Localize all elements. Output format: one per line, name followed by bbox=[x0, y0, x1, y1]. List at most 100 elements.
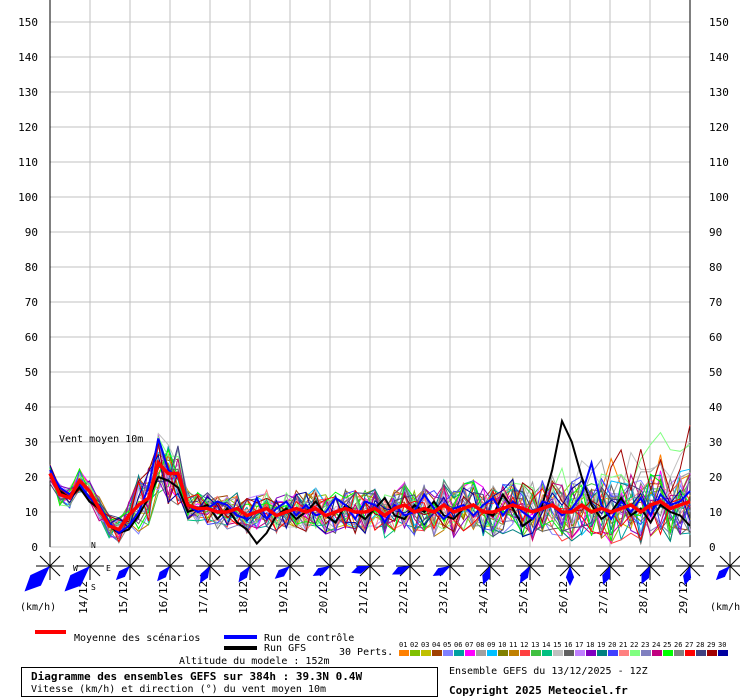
pert-number: 21 bbox=[619, 641, 627, 649]
wind-rose-petal bbox=[520, 566, 530, 584]
x-tick-label: 26/12 bbox=[557, 581, 570, 614]
diagram-subtitle: Vitesse (km/h) et direction (°) du vent … bbox=[31, 684, 327, 695]
pert-swatch bbox=[597, 650, 607, 656]
run-info: Ensemble GEFS du 13/12/2025 - 12Z bbox=[449, 666, 648, 677]
pert-number: 04 bbox=[432, 641, 440, 649]
wind-rose-petal bbox=[64, 566, 90, 592]
pert-number: 06 bbox=[454, 641, 462, 649]
pert-number: 14 bbox=[542, 641, 550, 649]
y-tick-left: 20 bbox=[25, 471, 38, 484]
pert-number: 23 bbox=[641, 641, 649, 649]
x-tick-label: 29/12 bbox=[677, 581, 690, 614]
y-tick-right: 60 bbox=[709, 331, 722, 344]
pert-swatch bbox=[663, 650, 673, 656]
wind-rose-petal bbox=[391, 566, 410, 575]
pert-swatch bbox=[652, 650, 662, 656]
pert-swatch bbox=[674, 650, 684, 656]
x-tick-label: 18/12 bbox=[237, 581, 250, 614]
y-tick-left: 30 bbox=[25, 436, 38, 449]
wind-rose bbox=[596, 552, 624, 585]
y-tick-right: 150 bbox=[709, 16, 729, 29]
pert-swatch bbox=[520, 650, 530, 656]
pert-number: 25 bbox=[663, 641, 671, 649]
pert-number: 02 bbox=[410, 641, 418, 649]
y-tick-right: 0 bbox=[709, 541, 716, 554]
x-tick-label: 27/12 bbox=[597, 581, 610, 614]
pert-swatch bbox=[707, 650, 717, 656]
x-tick-label: 15/12 bbox=[117, 581, 130, 614]
compass-letter: N bbox=[91, 541, 96, 550]
pert-number: 22 bbox=[630, 641, 638, 649]
x-tick-label: 16/12 bbox=[157, 581, 170, 614]
y-tick-left: 70 bbox=[25, 296, 38, 309]
y-tick-right: 70 bbox=[709, 296, 722, 309]
control-line bbox=[49, 438, 691, 535]
wind-rose bbox=[432, 552, 464, 580]
y-axis-left: 0 10 20 30 40 50 60 70 80 90 100 110 120 130 140 150 bbox=[18, 16, 38, 554]
copyright: Copyright 2025 Meteociel.fr bbox=[449, 684, 628, 697]
pert-swatch bbox=[487, 650, 497, 656]
perturbations-label: 30 Perts. bbox=[339, 647, 393, 658]
pert-swatch bbox=[410, 650, 420, 656]
legend-control-label: Run de contrôle bbox=[264, 632, 354, 644]
pert-number: 13 bbox=[531, 641, 539, 649]
y-tick-left: 0 bbox=[31, 541, 38, 554]
pert-number: 01 bbox=[399, 641, 407, 649]
y-tick-right: 50 bbox=[709, 366, 722, 379]
y-tick-right: 10 bbox=[709, 506, 722, 519]
legend-gfs-label: Run GFS bbox=[264, 643, 306, 654]
pert-number: 03 bbox=[421, 641, 429, 649]
y-tick-left: 40 bbox=[25, 401, 38, 414]
ylabel-left: (km/h) bbox=[20, 602, 56, 613]
y-tick-right: 40 bbox=[709, 401, 722, 414]
pert-number: 05 bbox=[443, 641, 451, 649]
diagram-title: Diagramme des ensembles GEFS sur 384h : … bbox=[31, 670, 363, 683]
pert-swatch bbox=[575, 650, 585, 656]
main-series bbox=[48, 417, 691, 546]
pert-number: 18 bbox=[586, 641, 594, 649]
y-tick-left: 10 bbox=[25, 506, 38, 519]
pert-number: 24 bbox=[652, 641, 660, 649]
pert-swatch bbox=[509, 650, 519, 656]
y-tick-left: 120 bbox=[18, 121, 38, 134]
info-box: Diagramme des ensembles GEFS sur 384h : … bbox=[21, 667, 438, 697]
y-tick-right: 90 bbox=[709, 226, 722, 239]
x-tick-label: 21/12 bbox=[357, 581, 370, 614]
wind-rose bbox=[391, 552, 424, 580]
y-axis-right: 0 10 20 30 40 50 60 70 80 90 100 110 120 130 140 150 bbox=[709, 16, 729, 554]
x-tick-label: 14/12 bbox=[77, 581, 90, 614]
wind-rose-petal bbox=[715, 566, 730, 581]
x-tick-label: 25/12 bbox=[517, 581, 530, 614]
x-tick-label: 19/12 bbox=[277, 581, 290, 614]
gfs-line bbox=[49, 417, 691, 546]
annotation-vent-moyen: Vent moyen 10m bbox=[59, 434, 143, 445]
pert-swatch bbox=[542, 650, 552, 656]
compass-letter: S bbox=[91, 583, 96, 592]
pert-number: 12 bbox=[520, 641, 528, 649]
y-tick-left: 140 bbox=[18, 51, 38, 64]
pert-swatch bbox=[399, 650, 409, 656]
mean-line bbox=[48, 459, 691, 532]
wind-rose-petal bbox=[482, 566, 490, 585]
wind-rose bbox=[156, 552, 184, 582]
y-tick-left: 130 bbox=[18, 86, 38, 99]
wind-rose-petal bbox=[115, 566, 130, 581]
pert-swatch bbox=[432, 650, 442, 656]
wind-rose-petal bbox=[238, 566, 250, 583]
altitude-label: Altitude du modele : 152m bbox=[179, 656, 330, 665]
wind-rose bbox=[715, 552, 740, 581]
wind-rose bbox=[556, 552, 584, 586]
wind-rose bbox=[274, 552, 304, 580]
pert-number: 20 bbox=[608, 641, 616, 649]
y-tick-left: 90 bbox=[25, 226, 38, 239]
pert-swatch bbox=[465, 650, 475, 656]
wind-rose bbox=[676, 552, 704, 586]
x-axis: 14/12 15/12 16/12 17/12 18/12 19/12 20/12 21/12… bbox=[77, 581, 690, 614]
wind-rose-petal bbox=[602, 566, 610, 585]
y-tick-right: 140 bbox=[709, 51, 729, 64]
pert-swatch bbox=[421, 650, 431, 656]
pert-swatch bbox=[454, 650, 464, 656]
y-tick-right: 30 bbox=[709, 436, 722, 449]
x-tick-label: 22/12 bbox=[397, 581, 410, 614]
